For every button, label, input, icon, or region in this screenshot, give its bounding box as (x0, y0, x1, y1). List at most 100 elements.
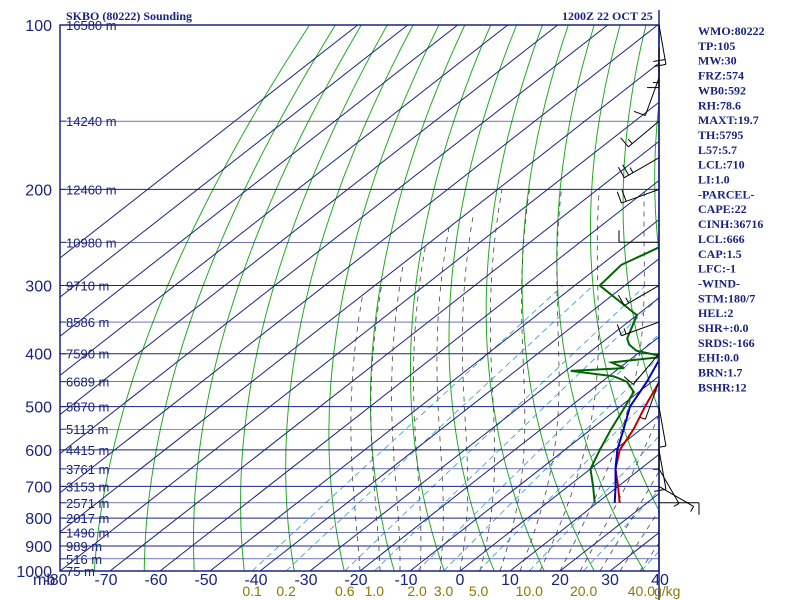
wind-barb (653, 429, 660, 470)
sounding-index-item: CINH:36716 (698, 217, 763, 231)
mixing-ratio-label: 40.0 (628, 583, 655, 599)
wind-barb (658, 468, 680, 507)
wind-barb-feather (621, 189, 627, 202)
altitude-label: 1496 m (66, 525, 109, 540)
pressure-label: 100 (25, 18, 52, 35)
wind-barb-feather (627, 138, 633, 144)
temperature-tick-label: 20 (551, 572, 569, 589)
isotherm-line (159, 179, 659, 571)
moist-adiabat-line (436, 227, 450, 571)
isotherm-line (459, 414, 659, 571)
wind-barb-staff (621, 321, 660, 337)
sounding-index-item: LFC:-1 (698, 262, 736, 276)
altitude-label: 14240 m (66, 114, 117, 129)
wind-barb (617, 157, 660, 179)
sounding-index-item: WB0:592 (698, 83, 746, 97)
mixing-ratio-label: 3.0 (434, 583, 454, 599)
sounding-index-item: -PARCEL- (698, 187, 754, 201)
altitude-label: 516 m (66, 552, 102, 567)
pressure-label: 500 (25, 400, 52, 417)
altitude-label: 989 m (66, 539, 102, 554)
isotherm-line (209, 218, 659, 571)
mixing-ratio-line (583, 489, 659, 571)
altitude-label: 5870 m (66, 400, 109, 415)
wind-barb-staff (621, 188, 660, 204)
pressure-label: 400 (25, 347, 52, 364)
sounding-index-item: SRDS:-166 (698, 336, 755, 350)
wind-barb-staff (658, 449, 667, 490)
wind-barb (616, 321, 660, 337)
mixing-ratio-label: 2.0 (407, 583, 427, 599)
isotherm-line (109, 140, 659, 571)
altitude-label: 7590 m (66, 347, 109, 362)
moist-adiabat-line (459, 211, 475, 571)
moist-adiabat-line (350, 297, 363, 571)
wind-barb-feather (617, 294, 625, 306)
wind-barb-feather (639, 416, 646, 420)
temperature-tick-label: 0 (456, 572, 465, 589)
sounding-index-item: EHI:0.0 (698, 351, 739, 365)
sounding-index-item: BRN:1.7 (698, 366, 742, 380)
sounding-index-item: LI:1.0 (698, 173, 730, 187)
wind-barb-feather (659, 445, 667, 448)
temperature-tick-label: -40 (244, 572, 267, 589)
sounding-index-item: -WIND- (698, 276, 740, 290)
altitude-label: 4415 m (66, 443, 109, 458)
wind-barb (633, 77, 660, 116)
wind-barb-staff (628, 120, 660, 148)
isotherm-line (359, 336, 659, 571)
wind-barb-feather (623, 328, 627, 335)
altitude-label: 2571 m (66, 496, 109, 511)
mixing-ratio-label: 0.6 (335, 583, 355, 599)
sounding-index-item: LCL:710 (698, 158, 745, 172)
altitude-label: 6689 m (66, 375, 109, 390)
temperature-tick-label: 10 (501, 572, 519, 589)
sounding-index-item: CAPE:22 (698, 202, 747, 216)
mixing-ratio-line (344, 285, 646, 571)
temperature-tick-label: -70 (94, 572, 117, 589)
wind-barb (618, 230, 659, 243)
wind-barb (654, 449, 667, 492)
isotherm-line (60, 25, 358, 259)
pressure-label: 200 (25, 182, 52, 199)
sounding-index-item: MW:30 (698, 54, 737, 68)
wind-barb-feather (625, 297, 630, 304)
wind-barb-feather (654, 488, 667, 492)
mixing-ratio-label: 0.2 (276, 583, 296, 599)
altitude-label: 5113 m (66, 422, 108, 437)
pressure-label: 600 (25, 443, 52, 460)
sounding-index-item: RH:78.6 (698, 98, 741, 112)
wind-barb (623, 353, 660, 385)
mixing-ratio-label: 10.0 (516, 583, 543, 599)
wind-barb (616, 188, 660, 204)
altitude-label: 3153 m (66, 479, 109, 494)
isotherm-line (60, 101, 659, 571)
mixing-ratio-label: 20.0 (570, 583, 597, 599)
wind-barb-staff (658, 406, 667, 447)
wind-barb-staff (624, 157, 660, 179)
isotherm-line (60, 25, 508, 376)
wind-barb (639, 381, 660, 420)
isotherm-line (60, 25, 408, 298)
wind-barb (647, 47, 660, 89)
altitude-label: 16580 m (66, 18, 117, 33)
pressure-label: 800 (25, 511, 52, 528)
wind-barb-feather (623, 376, 634, 385)
wind-barb-feather (616, 191, 622, 204)
dewpoint-profile-line (570, 246, 659, 503)
temperature-tick-label: -10 (394, 572, 417, 589)
sounding-index-item: MAXT:19.7 (698, 113, 759, 127)
wind-barb (658, 406, 667, 448)
temperature-tick-label: -60 (144, 572, 167, 589)
mixing-ratio-label: 5.0 (469, 583, 489, 599)
wind-barb-feather (690, 506, 695, 512)
temperature-tick-label: -80 (44, 572, 67, 589)
isotherm-line (60, 62, 659, 533)
sounding-index-item: SHR+:0.0 (698, 321, 749, 335)
parcel-profile-line (613, 358, 659, 503)
wind-barb-staff (644, 381, 660, 420)
moist-adiabat-line (370, 281, 383, 571)
wind-barb (620, 120, 660, 148)
moist-adiabat-line (619, 509, 659, 571)
pressure-label: 300 (25, 279, 52, 296)
